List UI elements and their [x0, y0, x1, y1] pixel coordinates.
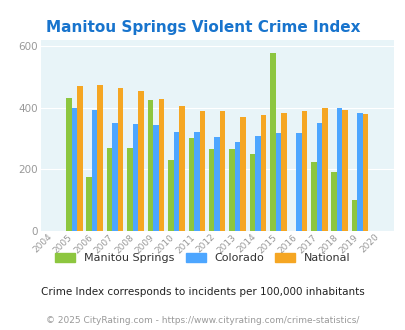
- Bar: [330, 172, 336, 231]
- Bar: [77, 86, 82, 231]
- Bar: [117, 88, 123, 231]
- Text: Manitou Springs Violent Crime Index: Manitou Springs Violent Crime Index: [46, 20, 359, 35]
- Bar: [260, 115, 266, 231]
- Bar: [255, 136, 260, 231]
- Bar: [107, 148, 112, 231]
- Bar: [199, 111, 205, 231]
- Bar: [66, 98, 71, 231]
- Bar: [188, 138, 194, 231]
- Bar: [132, 123, 138, 231]
- Text: © 2025 CityRating.com - https://www.cityrating.com/crime-statistics/: © 2025 CityRating.com - https://www.city…: [46, 315, 359, 325]
- Bar: [295, 133, 301, 231]
- Bar: [316, 123, 321, 231]
- Bar: [270, 53, 275, 231]
- Bar: [194, 132, 199, 231]
- Bar: [92, 110, 97, 231]
- Bar: [112, 123, 117, 231]
- Bar: [158, 99, 164, 231]
- Bar: [310, 162, 316, 231]
- Bar: [351, 200, 356, 231]
- Bar: [97, 85, 103, 231]
- Bar: [71, 108, 77, 231]
- Bar: [281, 113, 286, 231]
- Bar: [153, 125, 158, 231]
- Bar: [301, 111, 307, 231]
- Bar: [356, 113, 362, 231]
- Bar: [179, 106, 184, 231]
- Bar: [342, 110, 347, 231]
- Bar: [138, 91, 143, 231]
- Bar: [240, 117, 245, 231]
- Bar: [234, 142, 240, 231]
- Bar: [321, 108, 327, 231]
- Bar: [214, 137, 220, 231]
- Bar: [275, 133, 281, 231]
- Bar: [336, 108, 342, 231]
- Bar: [362, 114, 367, 231]
- Text: Crime Index corresponds to incidents per 100,000 inhabitants: Crime Index corresponds to incidents per…: [41, 287, 364, 297]
- Bar: [86, 177, 92, 231]
- Bar: [209, 149, 214, 231]
- Bar: [127, 148, 132, 231]
- Bar: [173, 132, 179, 231]
- Bar: [229, 149, 234, 231]
- Bar: [220, 111, 225, 231]
- Bar: [249, 154, 255, 231]
- Bar: [168, 160, 173, 231]
- Bar: [147, 100, 153, 231]
- Legend: Manitou Springs, Colorado, National: Manitou Springs, Colorado, National: [55, 253, 350, 263]
